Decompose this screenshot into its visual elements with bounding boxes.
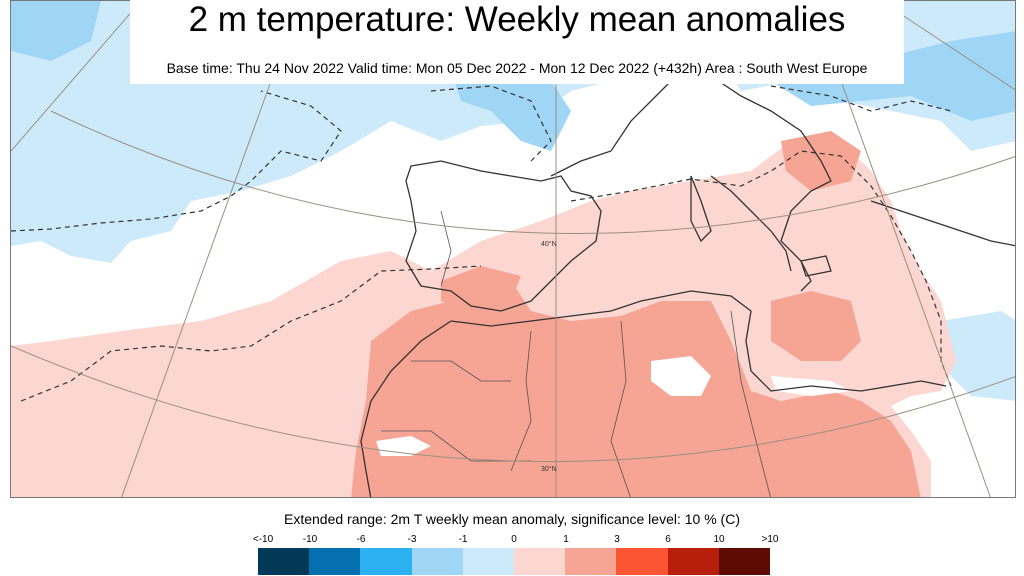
title-box: 2 m temperature: Weekly mean anomalies B… (130, 0, 904, 84)
legend-swatch (616, 548, 668, 575)
legend-swatch (667, 548, 719, 575)
legend-swatch (514, 548, 566, 575)
legend-tick: -6 (356, 534, 366, 545)
legend-tick: 10 (713, 534, 725, 545)
cold-area-northwest-patch (11, 1, 101, 61)
legend-swatch (411, 548, 463, 575)
lat-label-30n: 30°N (541, 465, 557, 473)
warm-area-sahara (351, 271, 921, 497)
lat-label-40n: 40°N (541, 240, 557, 248)
map-title: 2 m temperature: Weekly mean anomalies (188, 0, 846, 39)
warm-area-iberia-south (441, 266, 521, 311)
legend-tick: 3 (614, 534, 620, 545)
legend-swatch (309, 548, 361, 575)
cold-area-east (941, 311, 1015, 401)
warm-area-east-med (771, 291, 861, 361)
legend-tick: 0 (511, 534, 517, 545)
legend-swatch (565, 548, 617, 575)
neutral-patch-tunisia (651, 356, 711, 396)
legend-swatch (258, 548, 310, 575)
legend-swatch (718, 548, 771, 575)
legend-tick: -1 (458, 534, 468, 545)
legend-tick: -3 (407, 534, 417, 545)
legend-colorbar (258, 548, 771, 575)
graticule (11, 1, 1015, 497)
legend-swatch (462, 548, 515, 575)
map-subtitle: Base time: Thu 24 Nov 2022 Valid time: M… (166, 60, 868, 76)
legend-caption: Extended range: 2m T weekly mean anomaly… (283, 511, 740, 527)
legend-tick: -10 (302, 534, 318, 545)
legend-swatch (360, 548, 412, 575)
significance-contours (11, 85, 952, 402)
legend-tick: 1 (563, 534, 569, 545)
coastlines (360, 75, 1015, 497)
legend-tick: <-10 (252, 534, 274, 545)
legend-tick: 6 (665, 534, 671, 545)
legend-tick: >10 (761, 534, 779, 545)
legend-ticks: <-10 -10 -6 -3 -1 0 1 3 6 10 >10 (0, 534, 1024, 546)
